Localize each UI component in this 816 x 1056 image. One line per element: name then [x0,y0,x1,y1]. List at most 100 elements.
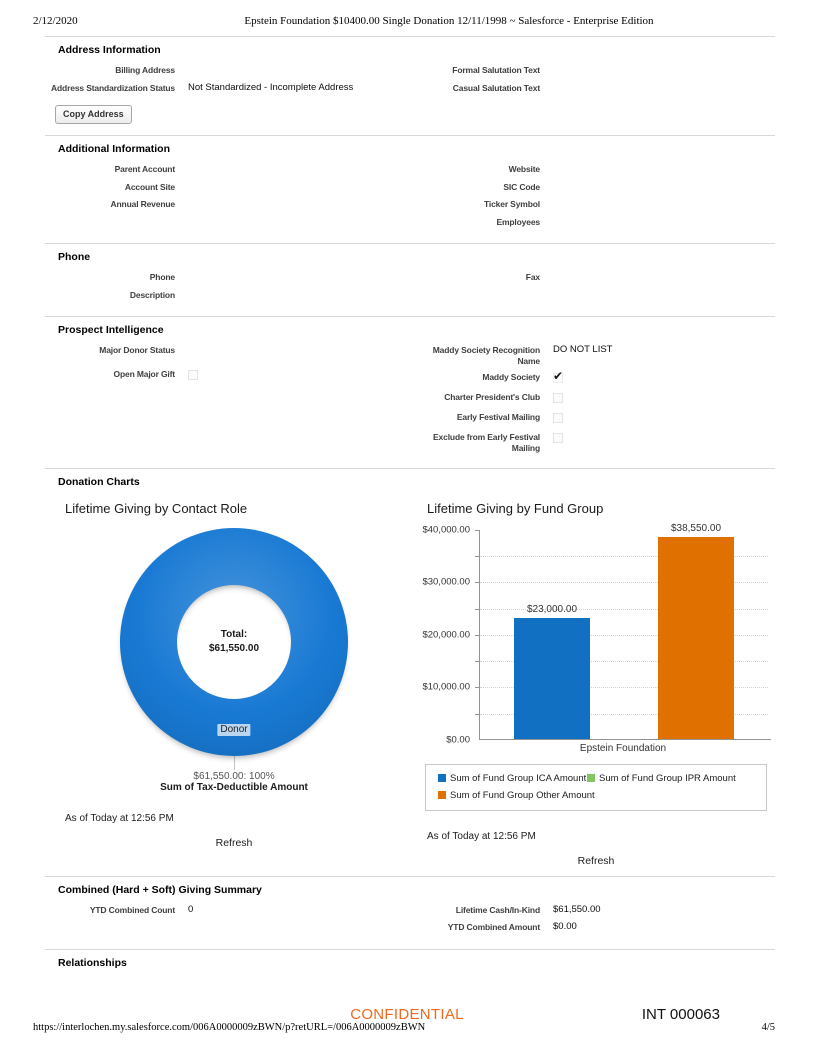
chart-lifetime-giving-by-contact-role: Lifetime Giving by Contact Role Total: $… [48,497,420,867]
as-of-timestamp: As of Today at 12:56 PM [427,830,536,842]
field-label: Open Major Gift [113,369,175,379]
field-label: SIC Code [503,181,540,192]
field-label: Billing Address [115,65,175,75]
legend-item: Sum of Fund Group ICA Amount [438,773,587,784]
field-label: Major Donor Status [99,345,175,355]
field-row: Fax [410,272,775,285]
legend-swatch-icon [438,774,446,783]
field-row: Charter President's Club [410,392,775,407]
field-row: Major Donor Status [45,345,410,364]
bar-data-label: $38,550.00 [670,522,722,534]
section-title: Additional Information [58,143,170,155]
field-value: 0 [188,903,194,915]
donut-total: Total: $61,550.00 [208,629,260,654]
section-title: Combined (Hard + Soft) Giving Summary [58,883,262,896]
chart-legend: Sum of Fund Group ICA Amount Sum of Fund … [425,763,767,811]
bar-sum-of-fund-group-ica-amount [514,618,590,739]
field-row: Maddy Society Recognition Name DO NOT LI… [410,344,775,367]
y-axis-tick [475,556,480,558]
field-label: Exclude from Early Festival Mailing [433,431,540,453]
field-row: Employees [410,217,775,230]
field-label: Account Site [124,181,175,192]
section-title: Relationships [58,956,127,969]
page-number: 4/5 [761,1022,775,1033]
field-row: Parent Account [45,164,410,177]
exclude-early-festival-mailing-checkbox[interactable] [553,432,563,443]
open-major-gift-checkbox[interactable] [188,370,198,380]
bar-data-label: $23,000.00 [526,604,578,616]
field-label: Maddy Society Recognition Name [432,345,540,367]
field-row: YTD Combined Amount $0.00 [410,921,775,935]
field-row: Account Site [45,182,410,195]
y-axis-tick [475,661,480,663]
y-axis-tick [475,608,480,610]
field-label: Charter President's Club [444,392,540,403]
legend-label: Sum of Fund Group ICA Amount [450,772,587,784]
maddy-society-checkbox[interactable] [553,370,563,384]
y-axis-tick [475,529,480,531]
charter-presidents-club-checkbox[interactable] [553,393,563,404]
section-title: Address Information [58,44,161,56]
series-label: Sum of Tax-Deductible Amount [160,781,308,793]
field-row: Maddy Society [410,370,775,387]
field-label: Website [508,164,541,174]
legend-label: Sum of Fund Group Other Amount [450,789,595,801]
bar-plot-area: $23,000.00 $38,550.00 [475,523,771,740]
section-title: Donation Charts [58,475,140,488]
field-row: Website [410,164,775,177]
field-value: DO NOT LIST [553,344,613,355]
slice-callout: $61,550.00: 100% [193,770,275,782]
refresh-link[interactable]: Refresh [577,854,615,867]
y-axis-tick-label: $10,000.00 [422,681,470,693]
y-axis-labels: $0.00 $10,000.00 $20,000.00 $30,000.00 $40,0… [422,524,473,745]
y-axis-tick-label: $0.00 [446,734,470,746]
y-axis-tick [475,687,480,689]
y-axis-tick [475,713,480,715]
section-donation-charts: Donation Charts Lifetime Giving by Conta… [45,467,775,876]
field-label: YTD Combined Count [89,904,175,915]
donut-hole: Total: $61,550.00 [177,584,291,699]
refresh-link[interactable]: Refresh [215,836,253,849]
print-footer-url: https://interlochen.my.salesforce.com/00… [33,1022,426,1033]
gridline [480,582,768,584]
chart-lifetime-giving-by-fund-group: Lifetime Giving by Fund Group $0.00 $10,0… [422,497,771,867]
field-row: Early Festival Mailing [410,412,775,427]
field-row: Casual Salutation Text [410,83,775,96]
early-festival-mailing-checkbox[interactable] [553,412,563,423]
callout-leader-line [233,755,235,770]
field-label: Annual Revenue [110,199,176,209]
section-title: Prospect Intelligence [58,324,164,336]
y-axis-tick [475,582,480,584]
field-row: Exclude from Early Festival Mailing [410,432,775,454]
print-header: 2/12/2020 Epstein Foundation $10400.00 S… [33,15,783,29]
field-label: Phone [149,272,175,282]
field-row: Formal Salutation Text [410,65,775,78]
legend-swatch-icon [587,774,595,783]
field-row: Lifetime Cash/In-Kind $61,550.00 [410,904,775,918]
field-label: Parent Account [114,164,176,174]
field-label: Formal Salutation Text [452,65,540,75]
x-axis-category-label: Epstein Foundation [579,742,667,754]
bates-number: INT 000063 [641,1006,720,1023]
field-row: YTD Combined Count 0 [45,903,410,918]
field-label: Early Festival Mailing [456,411,540,422]
field-value: $0.00 [553,921,577,933]
legend-swatch-icon [438,791,446,800]
field-row: Annual Revenue [45,199,410,212]
section-relationships: Relationships [45,948,775,989]
field-label: Fax [525,272,540,282]
gridline [480,634,768,636]
bar-sum-of-fund-group-other-amount [658,536,734,739]
field-label: Maddy Society [482,372,540,383]
y-axis-tick-label: $40,000.00 [422,524,470,536]
donut-ring: Total: $61,550.00 Donor [120,527,348,756]
field-label: Address Standardization Status [51,82,175,93]
field-label: Employees [496,216,540,227]
copy-address-button[interactable]: Copy Address [55,105,132,124]
y-axis-tick-label: $20,000.00 [422,629,470,641]
gridline [480,687,768,689]
section-title: Phone [58,251,91,263]
as-of-timestamp: As of Today at 12:56 PM [65,812,174,824]
legend-item: Sum of Fund Group Other Amount [438,790,595,801]
field-label: Description [129,289,175,300]
